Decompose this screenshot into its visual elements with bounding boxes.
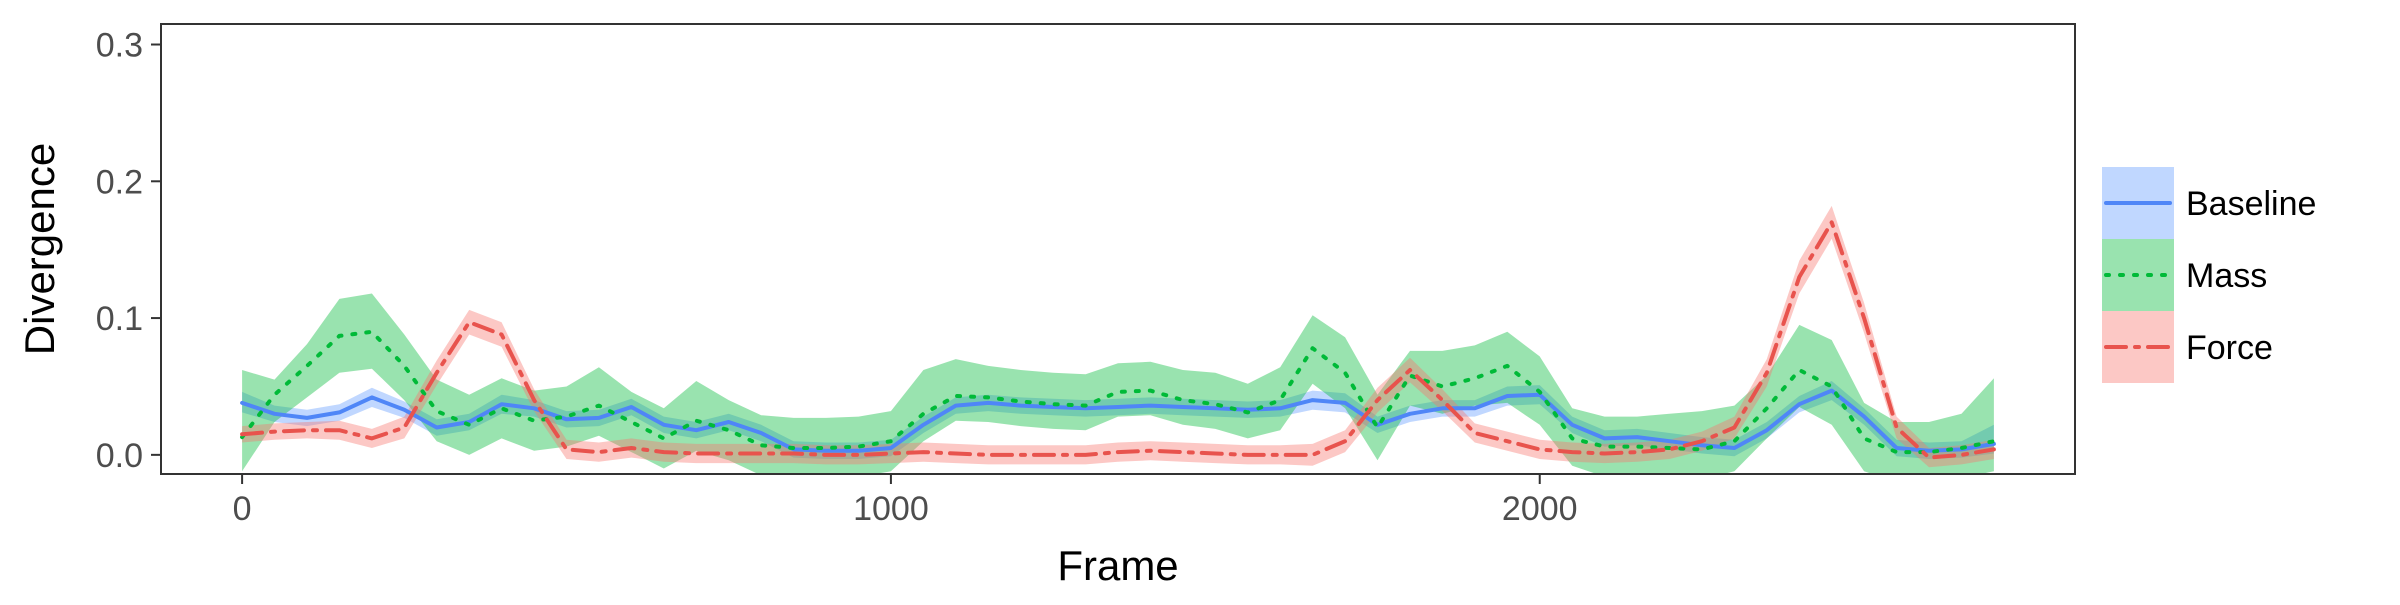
legend: Baseline Mass Force	[2102, 167, 2316, 383]
legend-label-force: Force	[2186, 329, 2273, 367]
series-lines	[240, 220, 1996, 460]
y-tick-label: 0.0	[96, 437, 143, 475]
legend-item-baseline: Baseline	[2102, 167, 2316, 239]
legend-item-force: Force	[2102, 311, 2273, 383]
x-axis: 0 1000 2000	[233, 474, 1578, 528]
y-axis: 0.0 0.1 0.2 0.3	[96, 27, 161, 475]
force-confidence-band	[242, 205, 1994, 468]
mass-line	[240, 329, 1996, 455]
y-tick-label: 0.3	[96, 27, 143, 65]
legend-label-mass: Mass	[2186, 257, 2267, 295]
y-tick-label: 0.1	[96, 300, 143, 338]
x-tick-label: 1000	[853, 490, 929, 528]
x-tick-label: 2000	[1502, 490, 1578, 528]
legend-label-baseline: Baseline	[2186, 185, 2316, 223]
baseline-line	[240, 388, 1996, 453]
plot-panel-border	[160, 23, 2076, 475]
y-axis-title: Divergence	[16, 143, 63, 355]
y-tick-label: 0.2	[96, 163, 143, 201]
confidence-bands	[242, 205, 1994, 474]
x-tick-label: 0	[233, 490, 252, 528]
x-axis-title: Frame	[1057, 542, 1178, 589]
force-line	[240, 220, 1996, 460]
legend-item-mass: Mass	[2102, 239, 2267, 311]
